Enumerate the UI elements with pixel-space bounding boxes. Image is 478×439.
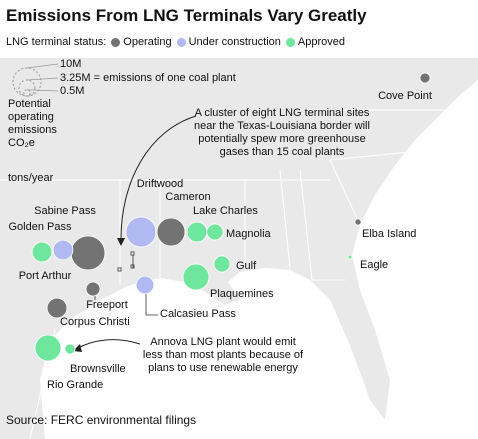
site-marker <box>130 264 135 269</box>
legend-label: Under construction <box>188 36 281 48</box>
arrow-head <box>117 238 125 246</box>
bubble <box>354 218 362 226</box>
annotation-arrow <box>75 339 141 350</box>
legend-label: Approved <box>297 36 345 48</box>
bubble <box>125 216 157 248</box>
bubble <box>135 275 155 295</box>
terminal-label: Cove Point <box>378 90 432 102</box>
bubble <box>85 281 101 297</box>
size-legend-label: 10M <box>60 58 81 70</box>
source: Source: FERC environmental filings <box>6 413 197 427</box>
legend-label: Operating <box>123 36 172 48</box>
size-legend-circle <box>23 89 31 97</box>
terminal-label: Sabine Pass <box>34 205 96 217</box>
size-legend-label: 0.5M <box>60 85 84 97</box>
bubble <box>64 343 76 355</box>
terminal-label: Lake Charles <box>193 205 258 217</box>
terminal-label: Calcasieu Pass <box>160 308 236 320</box>
bubble <box>186 221 208 243</box>
annotation: Annova LNG plant would emit less than mo… <box>142 336 304 374</box>
legend-title: LNG terminal status: <box>6 36 107 48</box>
bubble <box>213 255 231 273</box>
terminal-label: Driftwood <box>137 178 183 190</box>
size-legend-label: 3.25M = emissions of one coal plant <box>60 72 236 84</box>
land <box>0 58 478 439</box>
terminal-markers <box>117 251 135 272</box>
terminal-label: Golden Pass <box>9 221 72 233</box>
annotation: A cluster of eight LNG terminal sites ne… <box>194 107 370 158</box>
site-marker <box>130 251 135 256</box>
legend-swatch <box>111 38 121 47</box>
bubble <box>206 223 224 241</box>
terminal-label: Gulf <box>236 260 257 272</box>
size-legend-leader <box>26 89 59 92</box>
terminal-label: Port Arthur <box>19 270 72 282</box>
bubble <box>31 241 53 263</box>
bubble <box>46 297 68 319</box>
legend-swatch <box>285 38 295 47</box>
legend-item: Under construction <box>176 36 281 49</box>
bubble <box>156 217 186 247</box>
terminal-label: Cameron <box>165 191 210 203</box>
size-legend-leader <box>26 77 59 81</box>
bubble <box>70 235 106 271</box>
legend-item: Operating <box>111 36 172 49</box>
bubble <box>419 72 431 84</box>
terminal-label: Rio Grande <box>47 379 103 391</box>
legend-swatch <box>176 38 186 47</box>
terminal-label: Magnolia <box>226 228 272 240</box>
terminal-label: Brownsville <box>70 363 126 375</box>
terminal-label: Eagle <box>360 259 388 271</box>
terminal-label: Elba Island <box>362 228 416 240</box>
bubble <box>34 334 62 362</box>
size-legend-unit: tons/year <box>8 172 54 184</box>
size-legend-title: Potential operating emissions CO₂e <box>8 98 57 149</box>
terminal-label: Corpus Christi <box>60 316 130 328</box>
bubbles <box>31 72 431 362</box>
bubble <box>347 254 353 260</box>
bubble <box>182 263 210 291</box>
legend: LNG terminal status: Operating Under cons… <box>6 36 345 49</box>
bubble <box>52 239 74 261</box>
title: Emissions From LNG Terminals Vary Greatl… <box>6 6 367 25</box>
annotation-arrow <box>120 115 197 244</box>
size-legend-leader <box>26 63 59 69</box>
legend-item: Approved <box>285 36 345 49</box>
terminal-label: Freeport <box>86 299 128 311</box>
site-marker <box>117 267 122 272</box>
terminal-label: Plaquemines <box>210 288 274 300</box>
